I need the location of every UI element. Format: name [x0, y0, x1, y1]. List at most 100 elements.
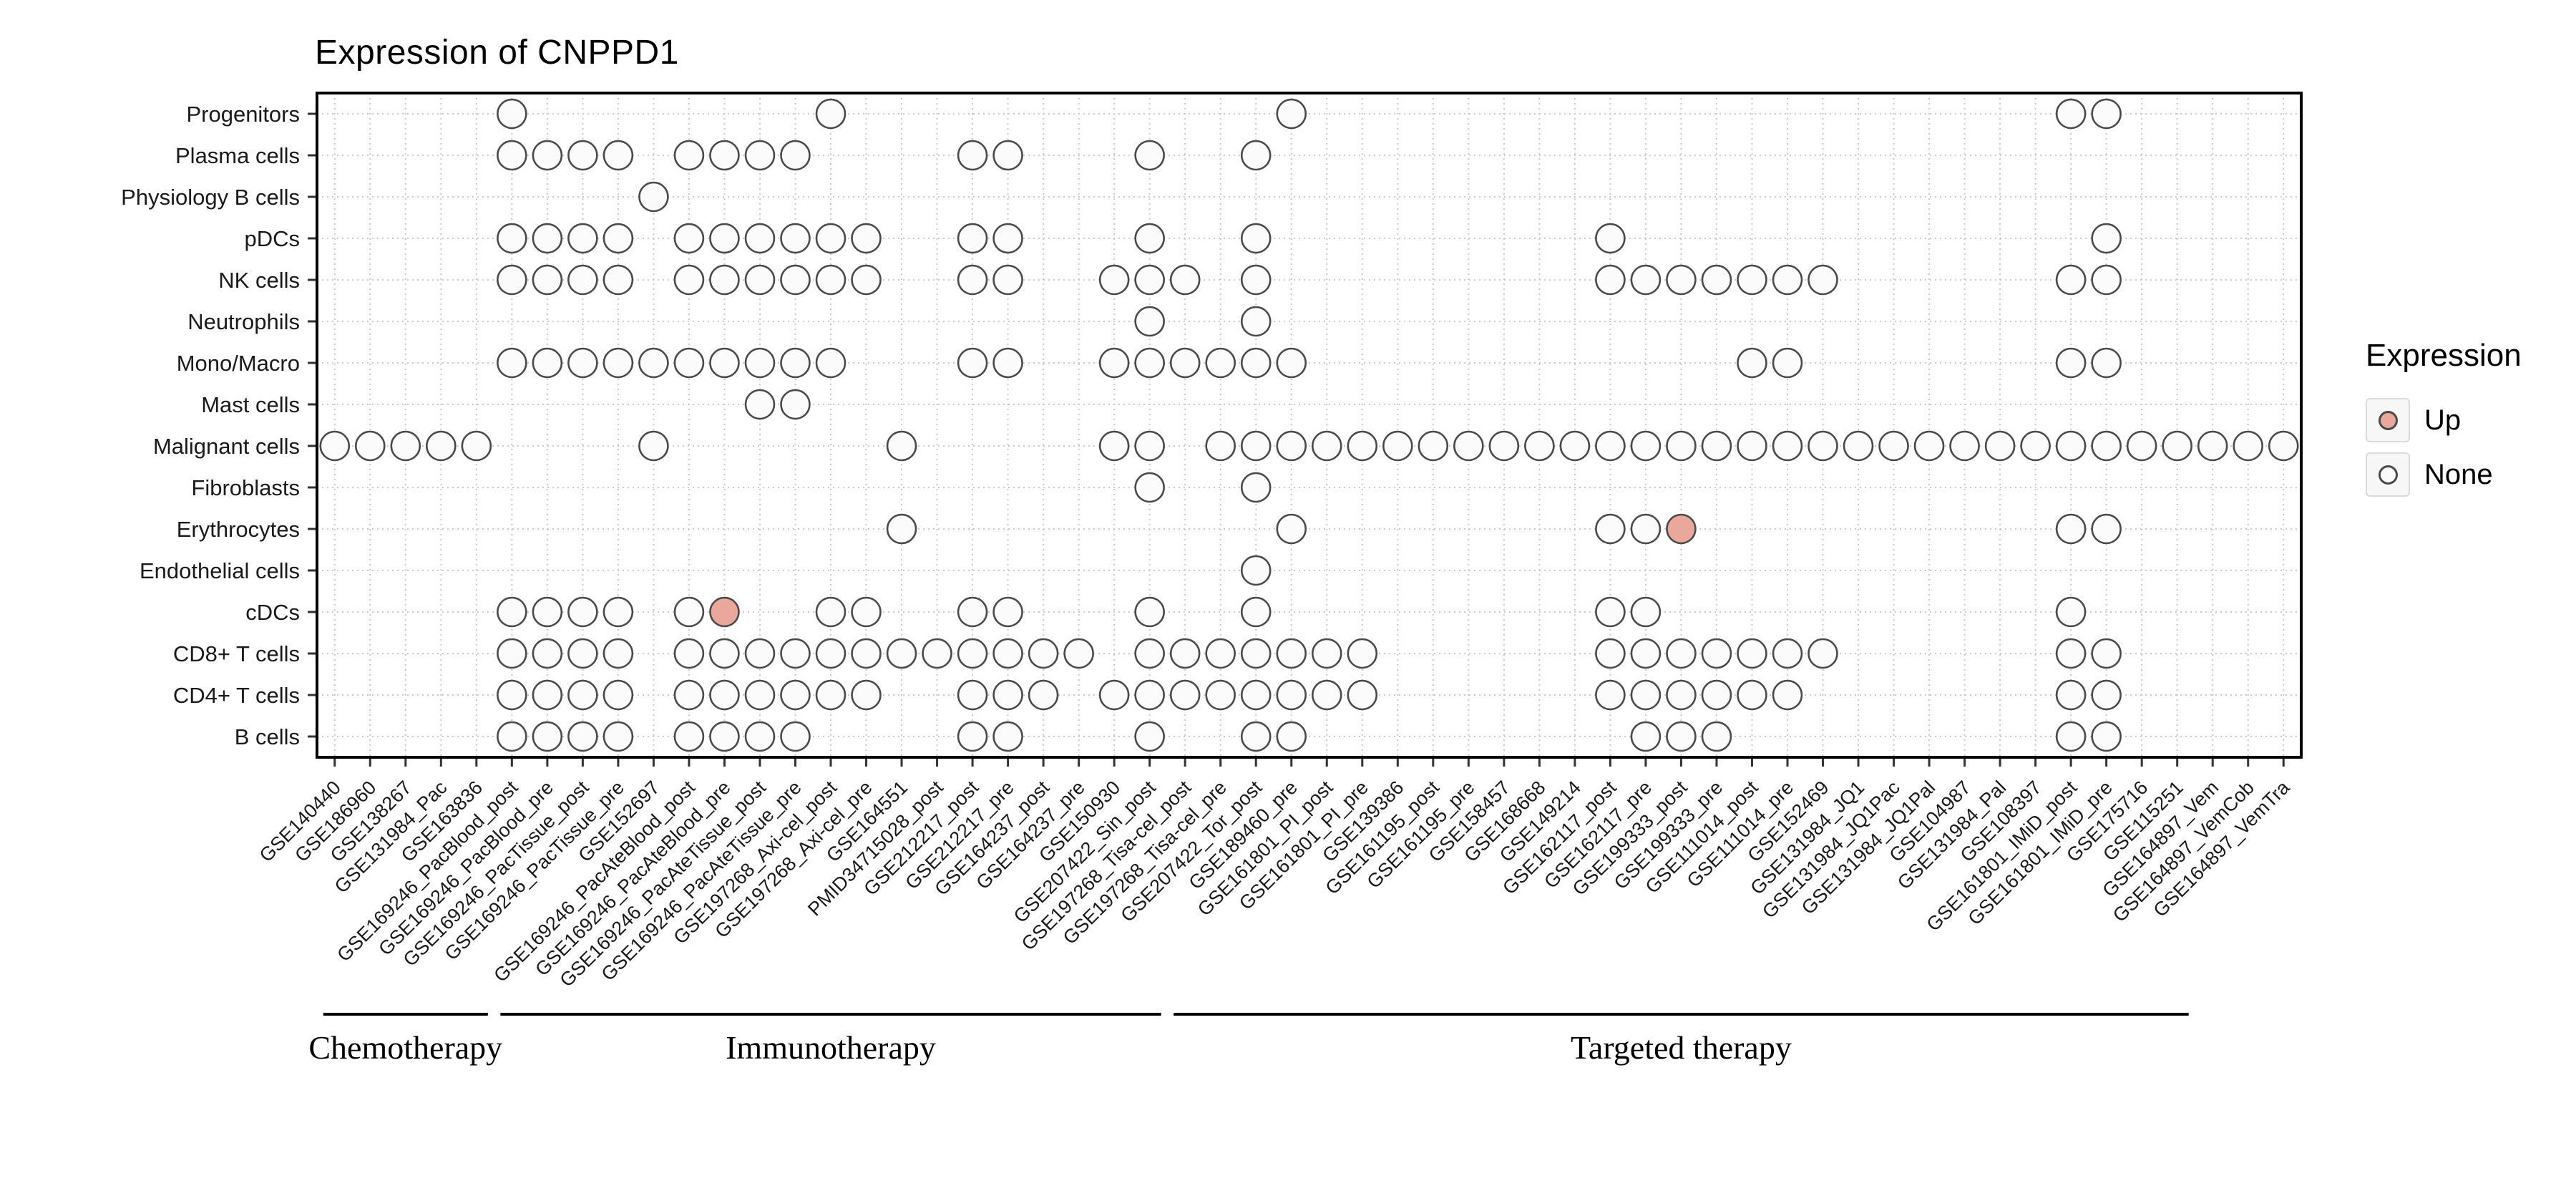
dot-none [2055, 638, 2087, 669]
dot-none [532, 140, 563, 171]
dot-none [1276, 679, 1307, 711]
dot-none [1311, 679, 1342, 711]
dot-none [532, 638, 563, 669]
dot-none [1169, 264, 1201, 296]
y-axis-label: cDCs [245, 600, 300, 625]
dot-none [815, 347, 847, 379]
dot-none [1630, 721, 1662, 752]
dot-none [673, 596, 705, 628]
legend: Expression Up None [2366, 338, 2522, 507]
dot-none [780, 223, 811, 254]
dot-none [744, 721, 776, 752]
dot-none [2055, 721, 2087, 752]
dot-none [1134, 223, 1165, 254]
dot-none [567, 264, 598, 296]
dot-none [709, 223, 740, 254]
chart-title: Expression of CNPPD1 [315, 34, 679, 72]
dot-none [1240, 140, 1272, 171]
dot-none [1524, 430, 1555, 462]
dot-none [1134, 264, 1165, 296]
group-label: Targeted therapy [1571, 1029, 1792, 1066]
dot-none [744, 223, 776, 254]
dot-none [497, 638, 527, 669]
axis-ticks [308, 112, 2285, 767]
dot-none [709, 140, 740, 171]
dot-none [2091, 638, 2122, 669]
dot-none [957, 347, 988, 379]
y-axis-label: Mono/Macro [177, 351, 300, 376]
dot-none [815, 264, 847, 296]
dot-none [673, 721, 705, 752]
dot-none [886, 513, 917, 545]
dot-none [2055, 347, 2087, 379]
dot-none [1134, 430, 1165, 462]
dot-none [1134, 306, 1165, 337]
dot-none [319, 430, 351, 462]
dot-none [497, 98, 527, 130]
dot-none [1240, 347, 1272, 379]
dot-none [2091, 679, 2122, 711]
dot-none [532, 223, 563, 254]
dot-none [1169, 638, 1201, 669]
y-axis-labels: Progenitors Plasma cells Physiology B cell… [121, 102, 300, 749]
dot-none [1701, 430, 1732, 462]
panel-border [316, 92, 2303, 759]
dot-none [1772, 347, 1803, 379]
dot-none [602, 140, 634, 171]
dot-none [2091, 513, 2122, 545]
dot-none [1240, 223, 1272, 254]
dot-none [1240, 596, 1272, 628]
dot-none [992, 264, 1023, 296]
y-axis-label: Mast cells [201, 392, 300, 417]
dot-none [1276, 430, 1307, 462]
y-axis-label: Malignant cells [153, 434, 300, 459]
dot-none [497, 140, 527, 171]
dot-none [1169, 347, 1201, 379]
dot-none [1630, 264, 1662, 296]
dot-none [602, 679, 634, 711]
dot-none [1595, 223, 1626, 254]
dot-none [2091, 721, 2122, 752]
dot-none [1347, 430, 1378, 462]
dot-none [957, 679, 988, 711]
dot-none [2091, 223, 2122, 254]
dot-none [1666, 679, 1697, 711]
dot-none [497, 721, 527, 752]
dot-none [567, 721, 598, 752]
dot-none [957, 596, 988, 628]
dot-none [1595, 596, 1626, 628]
dot-none [567, 679, 598, 711]
group-label: Immunotherapy [726, 1029, 936, 1066]
dot-none [354, 430, 386, 462]
y-axis-label: Physiology B cells [121, 185, 300, 210]
dot-none [744, 264, 776, 296]
dot-none [780, 140, 811, 171]
x-axis-labels: GSE140440GSE186960GSE138267GSE131984_Pac… [255, 776, 2294, 991]
dot-none [1205, 430, 1236, 462]
dot-none [957, 140, 988, 171]
dot-none [2055, 430, 2087, 462]
dot-none [886, 430, 917, 462]
y-axis-label: Endothelial cells [140, 558, 300, 583]
dot-none [532, 721, 563, 752]
dot-none [1737, 347, 1767, 379]
dot-none [744, 389, 776, 420]
dot-none [1134, 596, 1165, 628]
dot-none [426, 430, 457, 462]
dot-none [1098, 430, 1130, 462]
dot-none [1666, 721, 1697, 752]
dot-none [2197, 430, 2228, 462]
dot-none [2126, 430, 2157, 462]
dot-none [1843, 430, 1874, 462]
dot-none [709, 264, 740, 296]
dot-none [2162, 430, 2192, 462]
dot-none [1134, 721, 1165, 752]
dot-none [1701, 264, 1732, 296]
dot-none [1240, 472, 1272, 503]
legend-item-none: None [2366, 452, 2522, 497]
dot-none [673, 140, 705, 171]
dot-none [1169, 679, 1201, 711]
dot-up [709, 596, 740, 628]
dot-none [957, 264, 988, 296]
